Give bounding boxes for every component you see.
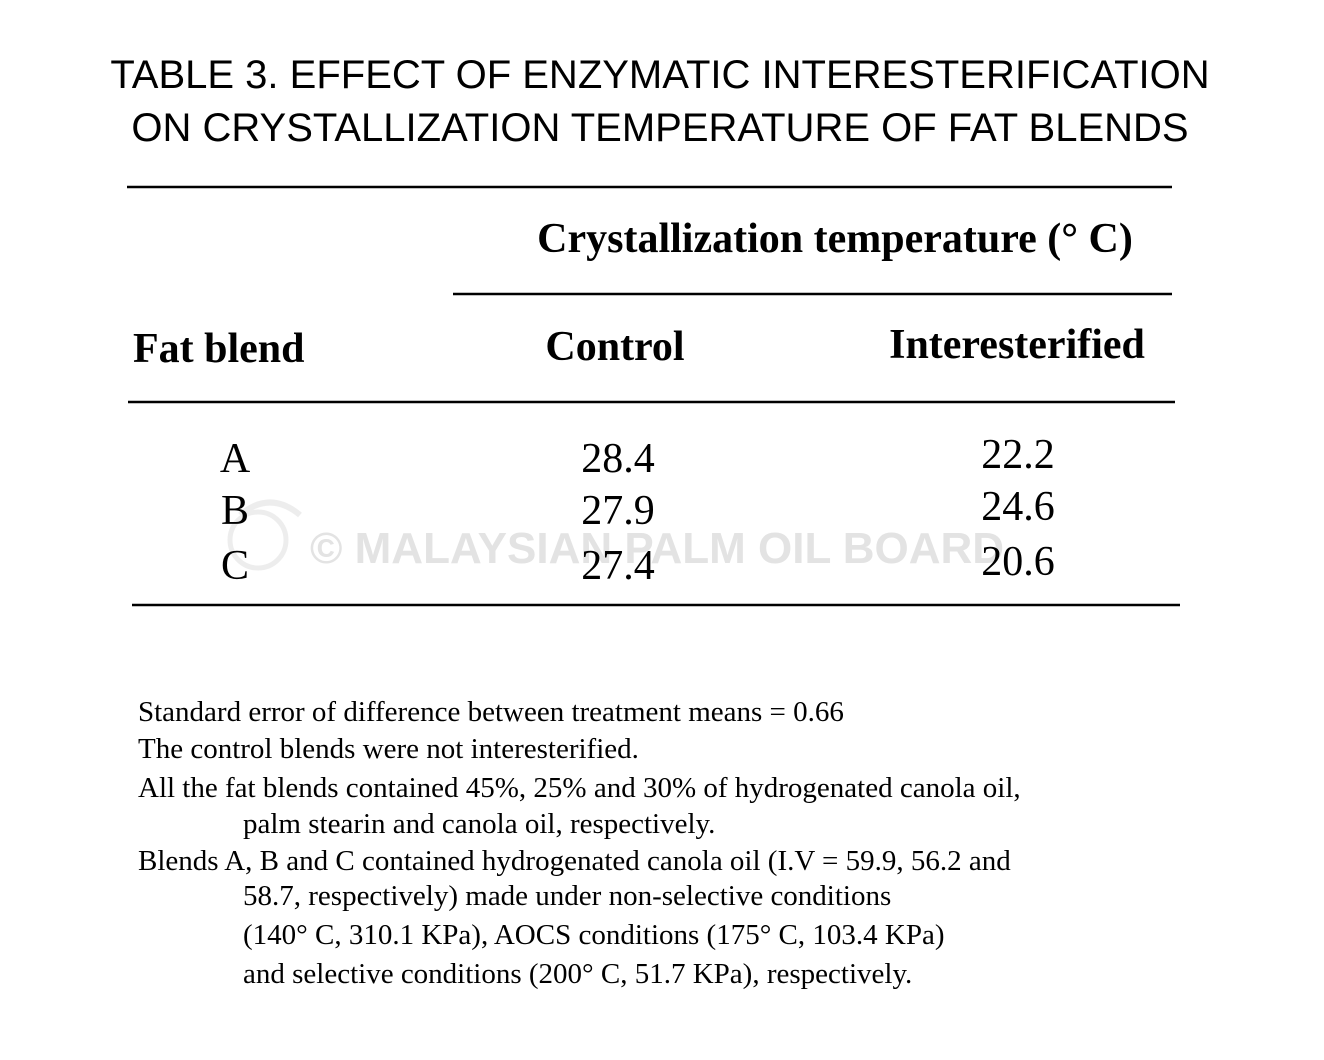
column-header: Interesterified	[889, 322, 1145, 368]
note-line: palm stearin and canola oil, respectivel…	[243, 808, 715, 840]
table-cell: 24.6	[981, 484, 1055, 530]
table-body: A 28.4 22.2 B 27.9 24.6 C 27.4 20.6	[220, 432, 1055, 589]
table-cell: 27.4	[581, 543, 655, 589]
watermark: © MALAYSIAN PALM OIL BOARD	[310, 524, 1004, 573]
column-header: Fat blend	[133, 326, 305, 372]
note-line: and selective conditions (200° C, 51.7 K…	[243, 958, 912, 990]
title-line: ON CRYSTALLIZATION TEMPERATURE OF FAT BL…	[131, 106, 1188, 150]
table-cell: 28.4	[581, 436, 655, 482]
table-cell: B	[221, 488, 249, 534]
note-line: The control blends were not interesterif…	[138, 733, 639, 765]
note-line: Blends A, B and C contained hydrogenated…	[138, 845, 1011, 877]
note-line: All the fat blends contained 45%, 25% an…	[138, 772, 1021, 804]
note-line: Standard error of difference between tre…	[138, 696, 844, 728]
table-cell: C	[221, 543, 249, 589]
note-line: 58.7, respectively) made under non-selec…	[243, 880, 891, 912]
table-cell: 22.2	[981, 432, 1055, 478]
title-line: TABLE 3. EFFECT OF ENZYMATIC INTERESTERI…	[110, 53, 1209, 97]
notes: Standard error of difference between tre…	[138, 696, 1021, 990]
table-cell: A	[220, 436, 251, 482]
column-header: Control	[545, 324, 684, 370]
note-line: (140° C, 310.1 KPa), AOCS conditions (17…	[243, 919, 944, 951]
watermark-logo	[227, 499, 302, 571]
table-cell: 27.9	[581, 488, 655, 534]
table-cell: 20.6	[981, 539, 1055, 585]
spanner-header: Crystallization temperature (° C)	[537, 216, 1133, 262]
